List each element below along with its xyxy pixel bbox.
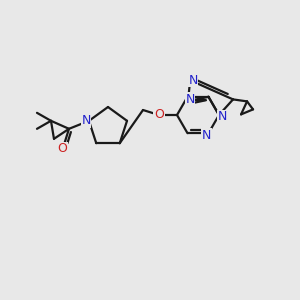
Text: O: O [154,109,164,122]
Text: O: O [57,142,67,155]
Text: N: N [202,129,211,142]
Text: N: N [188,74,198,87]
Text: N: N [185,93,195,106]
Text: N: N [217,110,227,124]
Text: N: N [81,114,91,127]
